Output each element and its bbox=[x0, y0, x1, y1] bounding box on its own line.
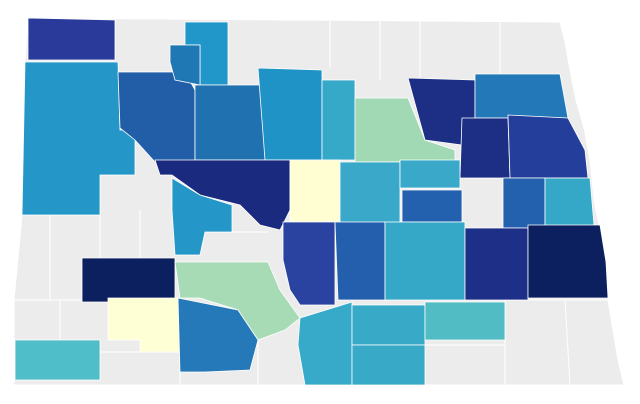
county bbox=[459, 117, 511, 179]
county bbox=[502, 177, 546, 229]
county bbox=[297, 301, 353, 386]
county bbox=[177, 297, 259, 373]
county bbox=[527, 224, 609, 299]
county-border bbox=[564, 299, 571, 386]
county bbox=[169, 44, 201, 86]
county bbox=[474, 73, 569, 119]
county bbox=[257, 67, 323, 161]
county bbox=[399, 159, 461, 189]
county bbox=[339, 161, 401, 226]
county bbox=[507, 114, 589, 179]
county bbox=[174, 261, 301, 341]
county bbox=[194, 84, 266, 161]
county bbox=[544, 177, 595, 229]
county bbox=[334, 221, 386, 301]
county bbox=[14, 339, 101, 381]
county bbox=[289, 159, 341, 223]
counties bbox=[14, 17, 609, 386]
county bbox=[171, 177, 233, 256]
county bbox=[424, 301, 506, 341]
county bbox=[321, 79, 356, 161]
county bbox=[401, 189, 463, 223]
county bbox=[27, 17, 116, 61]
county bbox=[464, 227, 529, 301]
county bbox=[81, 257, 176, 303]
county bbox=[351, 304, 426, 346]
county bbox=[351, 344, 426, 386]
county bbox=[384, 221, 466, 301]
